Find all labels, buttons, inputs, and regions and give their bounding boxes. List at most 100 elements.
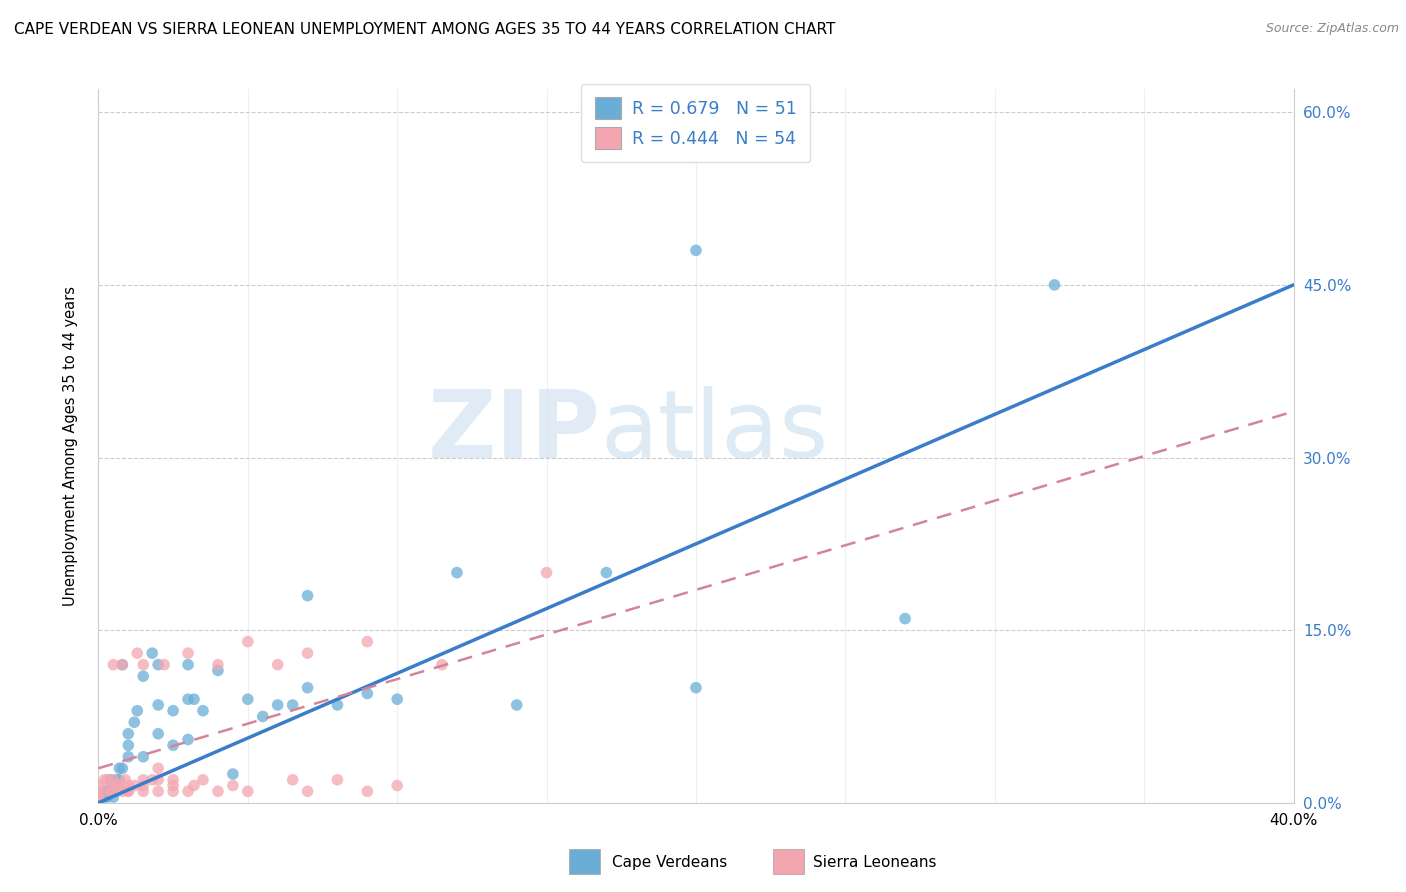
Text: atlas: atlas — [600, 385, 828, 478]
Point — [117, 784, 139, 798]
Point — [96, 790, 118, 805]
Point — [252, 709, 274, 723]
Text: Cape Verdeans: Cape Verdeans — [612, 855, 727, 870]
Point — [356, 784, 378, 798]
Point — [267, 657, 290, 672]
Point — [177, 732, 200, 747]
Point — [385, 692, 409, 706]
Point — [93, 790, 115, 805]
Point — [183, 779, 205, 793]
Point — [87, 784, 110, 798]
Point — [111, 784, 134, 798]
Point — [105, 779, 128, 793]
Point — [103, 772, 125, 787]
Point — [207, 657, 229, 672]
Point — [207, 784, 229, 798]
Point — [103, 790, 125, 805]
Point — [124, 715, 146, 730]
Point — [153, 657, 176, 672]
Point — [103, 784, 125, 798]
Point — [685, 244, 707, 258]
Point — [148, 784, 170, 798]
Point — [100, 784, 122, 798]
Point — [117, 727, 139, 741]
Point — [103, 657, 125, 672]
Point — [111, 657, 134, 672]
Point — [108, 779, 131, 793]
Text: Source: ZipAtlas.com: Source: ZipAtlas.com — [1265, 22, 1399, 36]
Point — [162, 784, 184, 798]
Point — [148, 657, 170, 672]
Point — [96, 772, 118, 787]
Point — [93, 772, 115, 787]
Point — [222, 767, 245, 781]
Point — [87, 796, 110, 810]
Point — [162, 738, 184, 752]
Point — [148, 727, 170, 741]
Point — [162, 772, 184, 787]
Point — [148, 698, 170, 712]
Point — [108, 772, 131, 787]
Point — [326, 698, 349, 712]
Legend: R = 0.679   N = 51, R = 0.444   N = 54: R = 0.679 N = 51, R = 0.444 N = 54 — [582, 84, 810, 162]
Point — [105, 772, 128, 787]
Point — [111, 761, 134, 775]
Point — [132, 749, 155, 764]
Point — [177, 692, 200, 706]
Point — [281, 772, 304, 787]
Point — [446, 566, 468, 580]
Point — [297, 646, 319, 660]
Point — [162, 779, 184, 793]
Point — [117, 749, 139, 764]
Point — [356, 686, 378, 700]
Point — [93, 784, 115, 798]
Point — [117, 779, 139, 793]
Point — [100, 784, 122, 798]
Point — [222, 779, 245, 793]
Point — [141, 772, 163, 787]
Point — [132, 784, 155, 798]
Point — [117, 738, 139, 752]
Point — [132, 779, 155, 793]
Point — [132, 669, 155, 683]
Point — [103, 779, 125, 793]
Point — [87, 790, 110, 805]
Point — [87, 779, 110, 793]
Point — [236, 784, 259, 798]
Point — [96, 784, 118, 798]
Point — [385, 779, 409, 793]
Point — [177, 657, 200, 672]
Point — [326, 772, 349, 787]
Point — [894, 612, 917, 626]
Text: ZIP: ZIP — [427, 385, 600, 478]
Point — [124, 779, 146, 793]
Point — [87, 790, 110, 805]
Point — [93, 784, 115, 798]
Point — [177, 784, 200, 798]
Point — [127, 646, 149, 660]
Point — [132, 657, 155, 672]
Y-axis label: Unemployment Among Ages 35 to 44 years: Unemployment Among Ages 35 to 44 years — [63, 286, 77, 606]
Point — [356, 634, 378, 648]
Point — [1043, 277, 1066, 292]
Point — [127, 704, 149, 718]
Point — [103, 779, 125, 793]
Point — [685, 681, 707, 695]
Point — [536, 566, 558, 580]
Point — [236, 634, 259, 648]
Point — [132, 772, 155, 787]
Point — [430, 657, 453, 672]
Point — [207, 664, 229, 678]
Point — [111, 657, 134, 672]
Point — [267, 698, 290, 712]
Point — [108, 761, 131, 775]
Point — [191, 772, 214, 787]
Point — [177, 646, 200, 660]
Point — [148, 772, 170, 787]
Point — [183, 692, 205, 706]
Point — [297, 589, 319, 603]
Point — [141, 646, 163, 660]
Point — [162, 704, 184, 718]
Text: Sierra Leoneans: Sierra Leoneans — [813, 855, 936, 870]
Point — [191, 704, 214, 718]
